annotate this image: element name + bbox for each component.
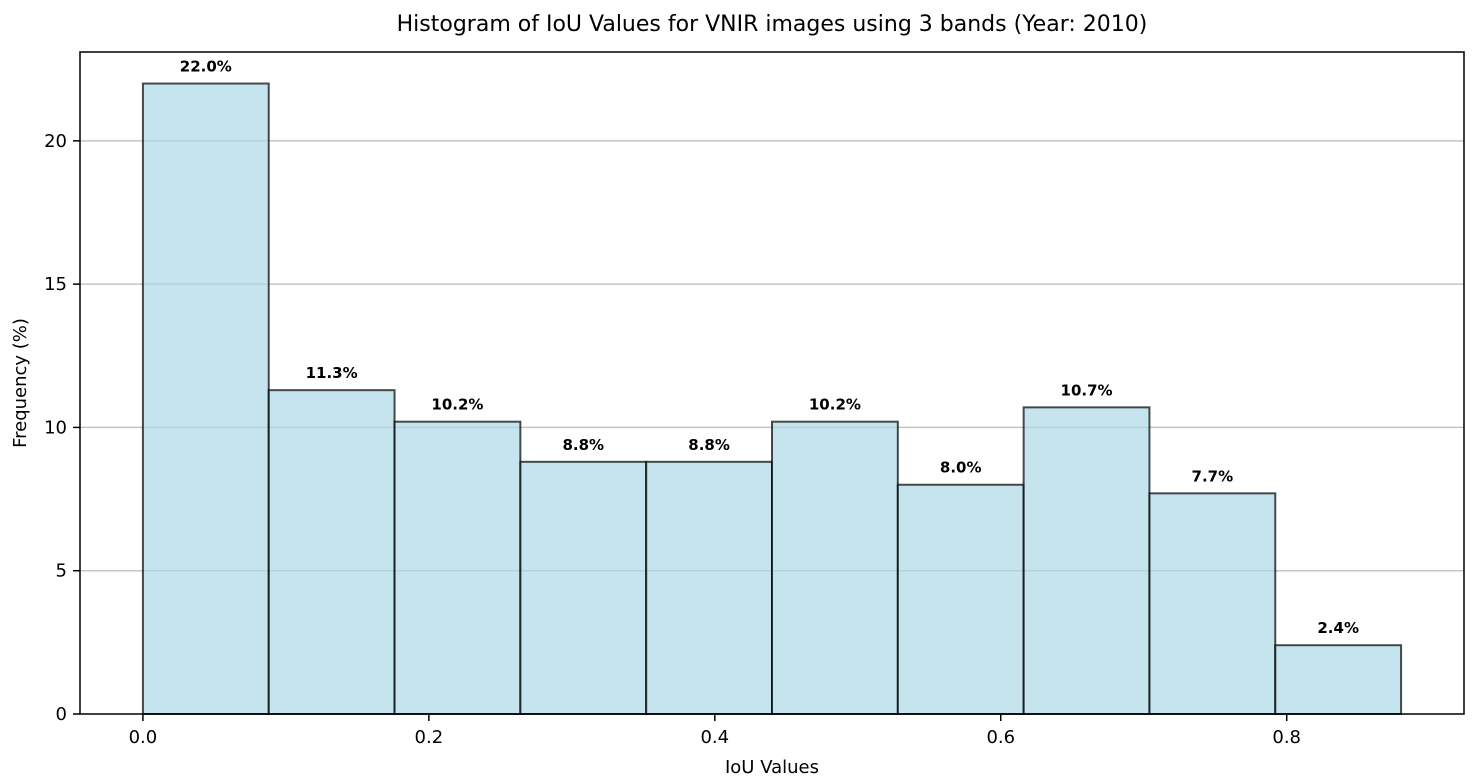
histogram-bar-5 [771, 420, 899, 715]
bar-value-label-4: 8.8% [688, 436, 730, 454]
y-axis: 0 5 10 15 20 [44, 131, 80, 725]
histogram-bar-0 [141, 82, 270, 716]
x-axis: 0.0 0.2 0.4 0.6 0.8 [129, 714, 1301, 748]
bar-value-labels: 22.0% 11.3% 10.2% 8.8% 8.8% 10.2% 8.0% 10.7% 7.7… [180, 58, 1359, 638]
x-tick-label-2: 0.4 [700, 727, 729, 748]
histogram-bar-4 [645, 460, 774, 715]
bar-value-label-1: 11.3% [306, 364, 358, 382]
x-tick-label-3: 0.6 [986, 727, 1015, 748]
y-tick-label-3: 15 [44, 274, 67, 295]
histogram-bar-2 [393, 420, 522, 715]
plot-frame [79, 51, 1465, 715]
histogram-bar-8 [1148, 492, 1277, 716]
histogram-bar-3 [519, 460, 648, 715]
histogram-bars [141, 82, 1403, 716]
bar-value-label-5: 10.2% [809, 396, 861, 414]
bar-value-label-6: 8.0% [940, 459, 982, 477]
x-axis-label: IoU Values [725, 757, 819, 778]
x-tick-label-0: 0.0 [129, 727, 158, 748]
histogram-bar-1 [267, 389, 396, 715]
x-tick-label-1: 0.2 [415, 727, 444, 748]
y-tick-label-0: 0 [56, 704, 67, 725]
bar-value-label-8: 7.7% [1192, 467, 1234, 485]
bar-value-label-2: 10.2% [431, 396, 483, 414]
y-tick-label-2: 10 [44, 417, 67, 438]
bar-value-label-0: 22.0% [180, 58, 232, 76]
bar-value-label-9: 2.4% [1317, 619, 1359, 637]
y-tick-label-4: 20 [44, 131, 67, 152]
chart-title: Histogram of IoU Values for VNIR images … [397, 12, 1148, 37]
bar-value-label-7: 10.7% [1061, 381, 1113, 399]
y-axis-label: Frequency (%) [10, 318, 31, 448]
histogram-bar-6 [896, 483, 1025, 715]
bar-value-label-3: 8.8% [562, 436, 604, 454]
x-tick-label-4: 0.8 [1272, 727, 1301, 748]
histogram-bar-7 [1022, 406, 1151, 715]
y-tick-label-1: 5 [56, 561, 67, 582]
histogram-bar-9 [1274, 644, 1403, 715]
